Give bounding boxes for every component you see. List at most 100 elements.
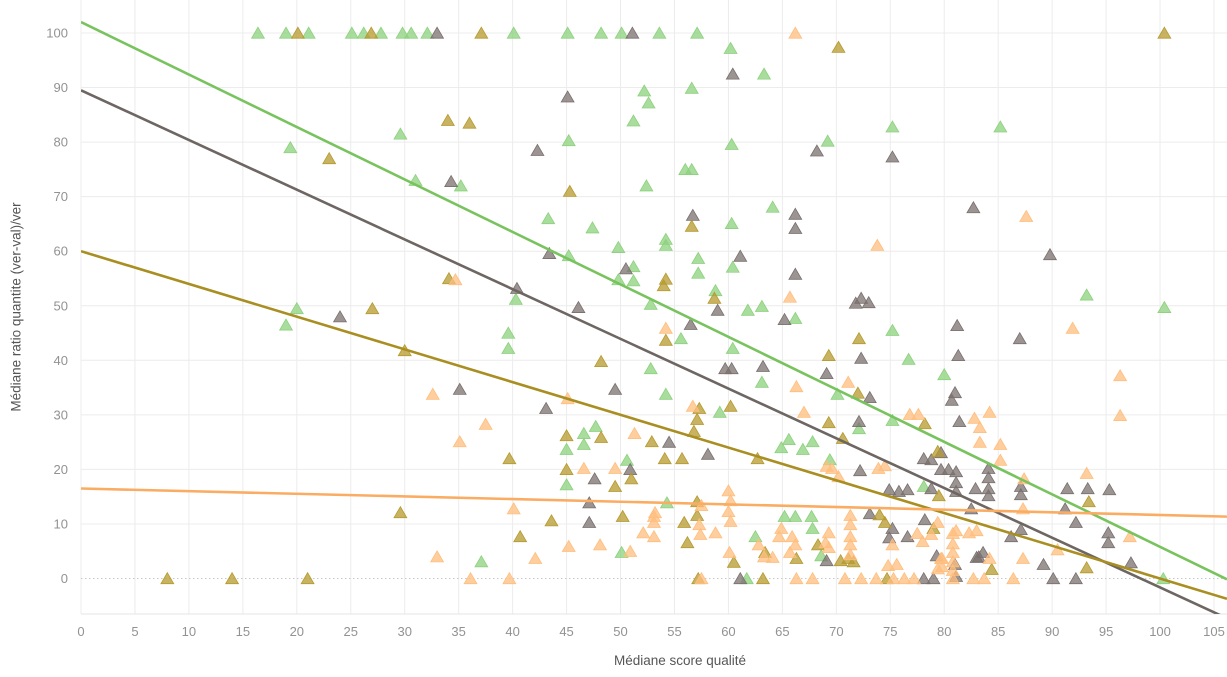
trend-line-dark_yellow[interactable] (81, 249, 1227, 601)
data-point-dark_yellow[interactable] (674, 451, 690, 465)
data-point-orange[interactable] (751, 538, 766, 551)
data-point-orange[interactable] (885, 538, 900, 551)
data-point-orange[interactable] (592, 538, 608, 551)
data-point-green[interactable] (588, 419, 603, 432)
data-point-green[interactable] (805, 434, 820, 448)
data-point-green[interactable] (250, 26, 266, 39)
data-point-gray[interactable] (975, 545, 991, 558)
trend-line-orange[interactable] (81, 487, 1227, 518)
data-point-orange[interactable] (824, 461, 840, 474)
data-point-orange[interactable] (463, 571, 478, 585)
data-point-green[interactable] (673, 331, 689, 345)
data-point-orange[interactable] (982, 405, 997, 418)
data-point-green[interactable] (684, 81, 699, 94)
data-point-dark_yellow[interactable] (624, 472, 639, 485)
data-point-green[interactable] (725, 341, 740, 354)
data-point-orange[interactable] (1019, 209, 1034, 222)
data-point-gray[interactable] (950, 318, 965, 331)
data-point-orange[interactable] (506, 502, 521, 515)
data-point-green[interactable] (560, 26, 575, 39)
data-point-green[interactable] (373, 26, 389, 39)
data-point-green[interactable] (506, 26, 521, 39)
data-point-dark_yellow[interactable] (850, 386, 866, 399)
data-point-orange[interactable] (1065, 321, 1080, 334)
data-point-gray[interactable] (625, 26, 640, 39)
data-point-orange[interactable] (993, 453, 1008, 466)
data-point-orange[interactable] (843, 547, 858, 561)
data-point-gray[interactable] (1101, 535, 1116, 549)
data-point-gray[interactable] (661, 435, 677, 448)
data-point-green[interactable] (404, 26, 419, 39)
data-point-gray[interactable] (966, 200, 981, 214)
data-point-gray[interactable] (683, 317, 698, 330)
data-point-green[interactable] (723, 41, 738, 54)
data-point-green[interactable] (652, 26, 667, 39)
data-point-dark_yellow[interactable] (608, 479, 623, 492)
data-point-gray[interactable] (788, 221, 803, 234)
data-point-green[interactable] (885, 120, 900, 133)
data-point-dark_yellow[interactable] (833, 553, 848, 567)
data-point-dark_yellow[interactable] (365, 301, 380, 315)
data-point-gray[interactable] (917, 512, 932, 526)
data-point-green[interactable] (901, 352, 916, 365)
data-point-orange[interactable] (841, 375, 856, 388)
data-point-gray[interactable] (969, 550, 984, 563)
data-point-orange[interactable] (685, 399, 700, 412)
data-point-green[interactable] (626, 259, 641, 273)
data-point-gray[interactable] (885, 521, 900, 534)
data-point-dark_yellow[interactable] (690, 508, 705, 521)
data-point-green[interactable] (559, 478, 574, 491)
data-point-gray[interactable] (733, 571, 748, 585)
data-point-gray[interactable] (854, 351, 869, 364)
data-point-dark_yellow[interactable] (440, 113, 455, 126)
data-point-dark_yellow[interactable] (1079, 560, 1094, 574)
data-point-green[interactable] (289, 301, 304, 315)
data-point-orange[interactable] (1113, 408, 1128, 421)
data-point-green[interactable] (474, 554, 489, 568)
data-point-orange[interactable] (478, 417, 493, 430)
data-point-green[interactable] (724, 137, 739, 150)
data-point-orange[interactable] (721, 484, 736, 497)
data-point-orange[interactable] (993, 437, 1008, 450)
data-point-green[interactable] (740, 303, 755, 316)
data-point-green[interactable] (993, 120, 1008, 133)
data-point-green[interactable] (393, 127, 408, 140)
data-point-gray[interactable] (777, 312, 792, 325)
data-point-dark_yellow[interactable] (680, 535, 695, 549)
data-point-green[interactable] (585, 221, 600, 234)
data-point-gray[interactable] (685, 208, 700, 221)
data-point-gray[interactable] (530, 143, 545, 156)
data-point-gray[interactable] (964, 502, 979, 515)
data-point-green[interactable] (301, 26, 316, 39)
data-point-dark_yellow[interactable] (657, 451, 672, 465)
data-point-green[interactable] (626, 274, 641, 287)
data-point-dark_yellow[interactable] (1157, 26, 1172, 39)
data-point-orange[interactable] (694, 571, 709, 585)
data-point-green[interactable] (611, 240, 626, 253)
data-point-green[interactable] (804, 509, 819, 522)
data-point-gray[interactable] (788, 267, 803, 280)
data-point-green[interactable] (561, 133, 576, 147)
data-point-orange[interactable] (608, 461, 623, 474)
data-point-orange[interactable] (452, 434, 467, 448)
data-point-dark_yellow[interactable] (984, 562, 999, 575)
data-point-orange[interactable] (425, 387, 440, 400)
data-point-gray[interactable] (924, 452, 939, 466)
data-point-green[interactable] (278, 26, 294, 39)
data-point-dark_yellow[interactable] (684, 219, 699, 232)
data-point-dark_yellow[interactable] (831, 40, 846, 53)
data-point-green[interactable] (765, 200, 780, 213)
data-point-orange[interactable] (721, 504, 736, 518)
data-point-green[interactable] (576, 437, 591, 450)
data-point-green[interactable] (641, 96, 656, 109)
data-point-green[interactable] (619, 453, 635, 466)
data-point-gray[interactable] (916, 571, 931, 585)
data-point-gray[interactable] (1004, 529, 1019, 543)
data-point-orange[interactable] (782, 545, 798, 558)
data-point-green[interactable] (508, 292, 523, 305)
data-point-gray[interactable] (1042, 247, 1058, 261)
data-point-orange[interactable] (528, 551, 543, 564)
data-point-dark_yellow[interactable] (723, 399, 738, 412)
data-point-gray[interactable] (809, 144, 825, 157)
data-point-green[interactable] (639, 179, 654, 192)
